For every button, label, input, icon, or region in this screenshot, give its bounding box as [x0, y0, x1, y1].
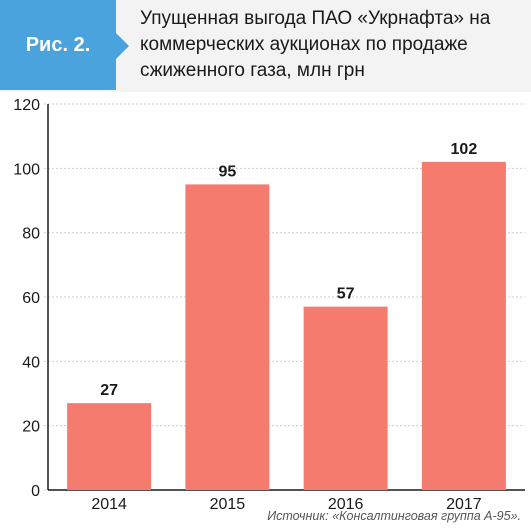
y-tick-label: 0 [31, 483, 40, 500]
figure-badge [0, 0, 129, 90]
x-tick-label: 2017 [446, 496, 482, 509]
chart-title: Упущенная выгода ПАО «Укрнафта» на комме… [140, 6, 520, 84]
y-tick-label: 60 [22, 290, 40, 307]
y-tick-label: 80 [22, 226, 40, 243]
data-label: 102 [451, 141, 478, 158]
y-tick-label: 120 [13, 97, 40, 114]
chart-title-line-2: коммерческих аукционах по продаже [140, 34, 468, 55]
source-note: Источник: «Консалтинговая группа А-95». [267, 509, 521, 523]
bar [185, 184, 270, 490]
bar [67, 403, 152, 490]
chart-title-line-1: Упущенная выгода ПАО «Укрнафта» на [140, 8, 491, 29]
x-tick-label: 2014 [91, 496, 127, 509]
data-label: 95 [218, 163, 236, 180]
y-tick-label: 20 [22, 419, 40, 436]
bar [421, 161, 506, 490]
y-tick-label: 100 [13, 161, 40, 178]
data-label: 27 [100, 382, 118, 399]
figure-label: Рис. 2. [25, 33, 91, 56]
chart-header: Рис. 2. Упущенная выгода ПАО «Укрнафта» … [0, 0, 531, 92]
chart-title-line-3: сжиженного газа, млн грн [140, 60, 365, 81]
x-tick-label: 2015 [210, 496, 246, 509]
bar [303, 306, 388, 490]
bar-chart: 0 20 40 60 80 100 120 27 2014 95 2015 57 2016 102 2017 [13, 97, 525, 509]
x-tick-label: 2016 [328, 496, 364, 509]
y-tick-label: 40 [22, 354, 40, 371]
data-label: 57 [337, 286, 355, 303]
